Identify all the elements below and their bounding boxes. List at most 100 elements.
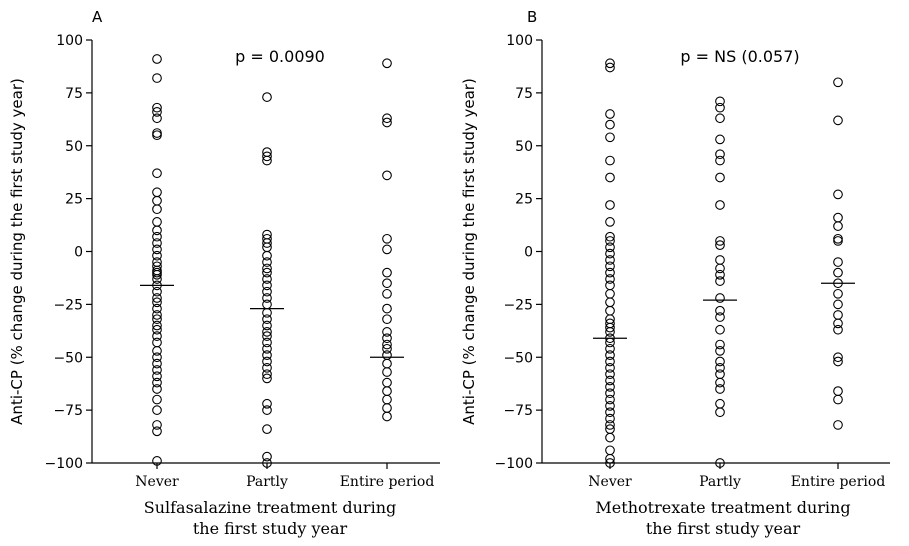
data-point — [605, 369, 615, 380]
data-point — [382, 333, 392, 344]
data-point — [833, 386, 843, 396]
data-point — [833, 236, 843, 246]
data-point — [152, 195, 162, 206]
data-point — [605, 132, 615, 143]
data-point — [715, 356, 725, 367]
data-point — [152, 405, 162, 415]
y-tick-label: 50 — [515, 139, 533, 155]
data-point — [152, 238, 162, 248]
x-tick-label: Entire period — [340, 474, 435, 490]
p-value-annotation: p = 0.0090 — [235, 47, 325, 66]
x-tick-label: Entire period — [791, 474, 886, 490]
p-value-annotation: p = NS (0.057) — [680, 47, 799, 66]
y-tick-label: −100 — [495, 456, 533, 472]
data-point — [833, 77, 843, 88]
data-point — [262, 320, 272, 331]
data-point — [715, 240, 725, 251]
y-tick-label: 25 — [65, 192, 83, 208]
data-point — [605, 200, 615, 210]
data-point — [382, 367, 392, 377]
data-point — [382, 339, 392, 350]
data-point — [382, 386, 392, 396]
data-point — [152, 54, 162, 64]
data-point — [382, 170, 392, 181]
data-point — [605, 407, 615, 418]
data-point — [152, 102, 162, 113]
data-point — [152, 346, 162, 356]
x-axis-title: Sulfasalazine treatment during — [144, 498, 397, 517]
data-point — [152, 128, 162, 138]
data-point — [152, 113, 162, 124]
data-point — [262, 238, 272, 248]
y-tick-label: −75 — [53, 403, 83, 419]
data-point — [715, 155, 725, 166]
data-point — [715, 236, 725, 246]
data-point — [152, 320, 162, 331]
data-point — [152, 420, 162, 430]
panel-label: B — [527, 8, 537, 26]
data-point — [605, 388, 615, 399]
data-point — [715, 458, 725, 468]
data-point — [152, 130, 162, 141]
y-tick-label: −75 — [503, 403, 533, 419]
x-axis-title: the first study year — [193, 519, 348, 538]
data-point — [382, 394, 392, 405]
data-point — [833, 288, 843, 299]
data-point — [382, 377, 392, 388]
data-point — [382, 303, 392, 314]
data-point — [715, 276, 725, 286]
data-point — [605, 322, 615, 333]
data-point — [152, 168, 162, 179]
data-point — [833, 352, 843, 363]
x-axis-title: Methotrexate treatment during — [595, 498, 850, 517]
data-point — [152, 204, 162, 215]
data-point — [833, 394, 843, 405]
data-point — [382, 350, 392, 360]
y-tick-label: 100 — [56, 33, 83, 49]
data-point — [605, 401, 615, 411]
data-point — [833, 221, 843, 231]
data-point — [262, 337, 272, 348]
data-point — [152, 107, 162, 117]
data-point — [715, 263, 725, 274]
chart-panel-a: 100 75 50 25 0 −25 −50 −75 −100 Never Partly Entire… — [8, 8, 440, 538]
data-point — [833, 299, 843, 310]
data-point — [382, 314, 392, 325]
data-point — [152, 217, 162, 227]
data-point — [605, 356, 615, 367]
data-point — [152, 384, 162, 394]
data-point — [715, 96, 725, 107]
data-point — [605, 280, 615, 291]
data-point — [715, 200, 725, 210]
data-point — [152, 394, 162, 405]
panel-label: A — [92, 8, 103, 26]
data-point — [152, 286, 162, 297]
data-point — [605, 343, 615, 354]
data-point — [605, 255, 615, 265]
data-point — [382, 358, 392, 369]
data-point — [605, 394, 615, 405]
data-point — [833, 324, 843, 335]
data-point — [262, 299, 272, 310]
data-point — [605, 172, 615, 183]
data-point — [382, 244, 392, 255]
data-point — [833, 115, 843, 126]
data-point — [152, 331, 162, 341]
data-point — [262, 356, 272, 367]
data-point — [262, 155, 272, 166]
data-point — [715, 312, 725, 322]
data-point — [715, 362, 725, 373]
data-point — [605, 242, 615, 253]
data-point — [262, 373, 272, 384]
y-tick-label: −25 — [503, 297, 533, 313]
data-point — [833, 310, 843, 320]
y-tick-label: 0 — [524, 245, 533, 261]
data-point — [382, 113, 392, 124]
data-point — [152, 231, 162, 242]
data-point — [715, 346, 725, 356]
data-point — [715, 305, 725, 316]
data-point — [605, 248, 615, 259]
data-point — [715, 134, 725, 145]
